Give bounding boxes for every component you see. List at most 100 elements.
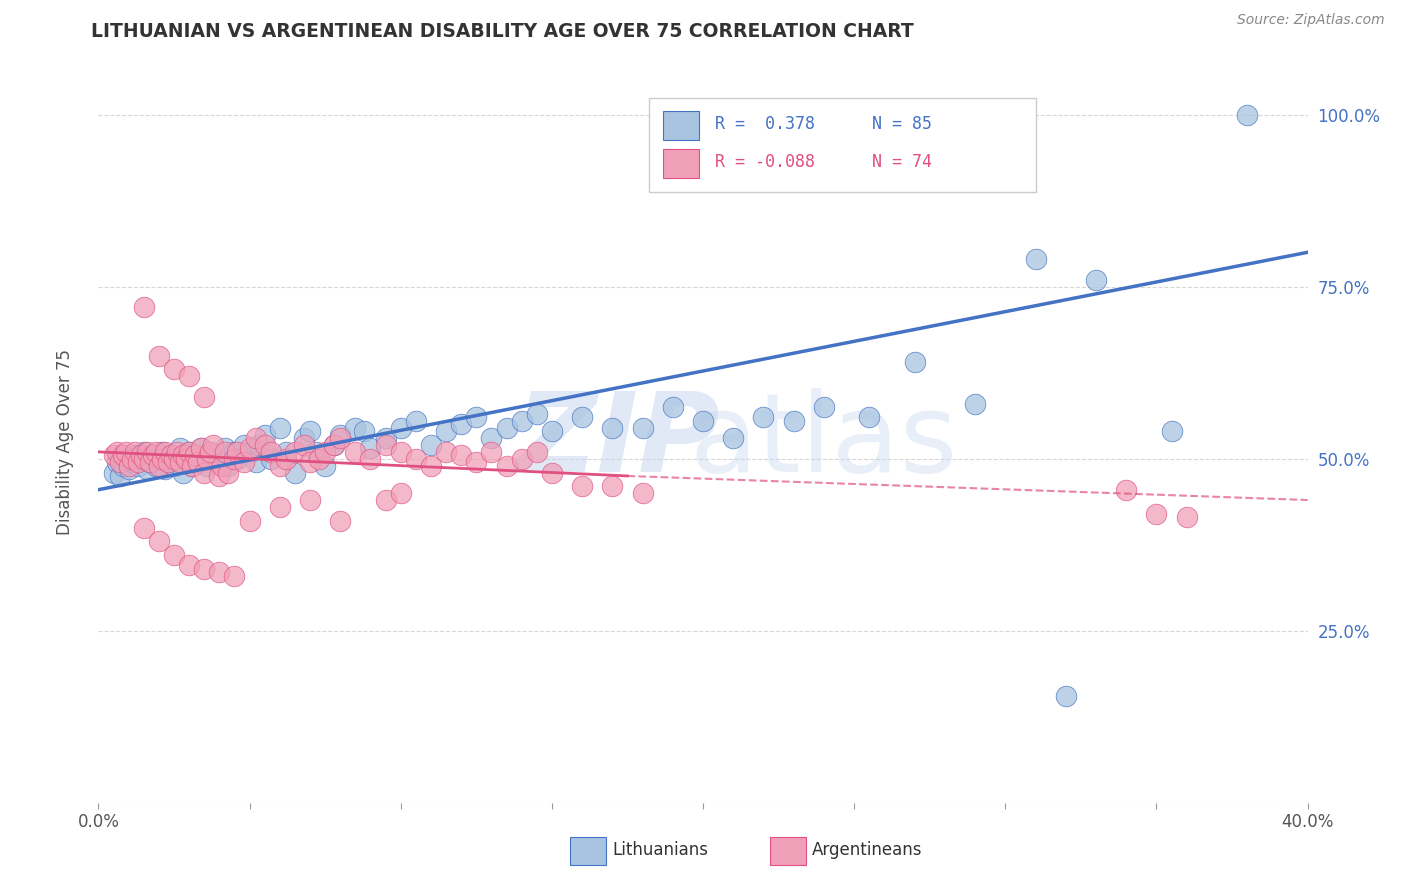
Point	[163, 458, 186, 473]
Point	[360, 442, 382, 456]
Point	[118, 462, 141, 476]
Point	[132, 520, 155, 534]
Point	[184, 448, 207, 462]
Text: ZIP: ZIP	[516, 388, 720, 495]
Bar	[664, 111, 699, 139]
Point	[217, 466, 239, 480]
Point	[195, 451, 218, 466]
Point	[329, 427, 352, 442]
Point	[661, 400, 683, 414]
Point	[752, 410, 775, 425]
Point	[179, 558, 201, 573]
Point	[193, 466, 215, 480]
Point	[434, 424, 457, 438]
Point	[160, 448, 183, 462]
Point	[292, 438, 315, 452]
Text: R =  0.378: R = 0.378	[716, 115, 815, 133]
Point	[224, 451, 246, 466]
Point	[344, 421, 367, 435]
Point	[202, 451, 225, 466]
Point	[692, 414, 714, 428]
Point	[179, 445, 201, 459]
Point	[142, 448, 165, 462]
Point	[132, 301, 155, 315]
Point	[111, 448, 134, 462]
Point	[904, 355, 927, 369]
Point	[193, 451, 215, 466]
Point	[329, 431, 352, 445]
Point	[111, 458, 134, 473]
Point	[160, 448, 183, 462]
Point	[200, 445, 222, 459]
Point	[148, 458, 170, 473]
Point	[269, 458, 291, 473]
Point	[132, 445, 155, 459]
Point	[226, 451, 249, 466]
Point	[195, 458, 218, 473]
Point	[314, 458, 336, 473]
Point	[1160, 424, 1182, 438]
Point	[124, 448, 146, 462]
Point	[174, 451, 197, 466]
Point	[723, 431, 745, 445]
Point	[434, 445, 457, 459]
Point	[510, 451, 533, 466]
Point	[224, 568, 246, 582]
Point	[540, 424, 562, 438]
Point	[142, 448, 165, 462]
Point	[374, 438, 396, 452]
Point	[299, 424, 322, 438]
Point	[169, 455, 191, 469]
Point	[214, 442, 236, 456]
Point	[156, 455, 179, 469]
Point	[184, 448, 207, 462]
Point	[145, 445, 167, 459]
Point	[145, 458, 167, 473]
Point	[239, 514, 262, 528]
Point	[247, 438, 270, 452]
Text: atlas: atlas	[690, 388, 957, 495]
Text: N = 74: N = 74	[872, 153, 932, 171]
Point	[260, 451, 283, 466]
Point	[103, 448, 125, 462]
Point	[169, 442, 191, 456]
Text: LITHUANIAN VS ARGENTINEAN DISABILITY AGE OVER 75 CORRELATION CHART: LITHUANIAN VS ARGENTINEAN DISABILITY AGE…	[91, 22, 914, 41]
Point	[420, 458, 443, 473]
Point	[190, 442, 212, 456]
Point	[187, 455, 209, 469]
Point	[132, 451, 155, 466]
Point	[121, 451, 143, 466]
Point	[602, 479, 624, 493]
Point	[344, 445, 367, 459]
Point	[150, 445, 173, 459]
Point	[360, 451, 382, 466]
Point	[172, 466, 194, 480]
Point	[269, 421, 291, 435]
Point	[323, 438, 346, 452]
Point	[179, 369, 201, 384]
Point	[139, 455, 162, 469]
Point	[274, 445, 297, 459]
Point	[239, 445, 262, 459]
Point	[602, 421, 624, 435]
Text: Lithuanians: Lithuanians	[613, 841, 709, 860]
Point	[150, 451, 173, 466]
Point	[274, 451, 297, 466]
Point	[139, 455, 162, 469]
Point	[253, 438, 276, 452]
Point	[208, 469, 231, 483]
Point	[166, 451, 188, 466]
Point	[163, 362, 186, 376]
Text: N = 85: N = 85	[872, 115, 932, 133]
Point	[135, 445, 157, 459]
Point	[389, 421, 412, 435]
Point	[226, 445, 249, 459]
Point	[179, 445, 201, 459]
Bar	[569, 838, 606, 865]
Y-axis label: Disability Age Over 75: Disability Age Over 75	[56, 349, 75, 534]
Point	[314, 445, 336, 459]
Point	[783, 414, 806, 428]
Point	[374, 431, 396, 445]
Point	[481, 431, 503, 445]
Point	[108, 455, 131, 469]
